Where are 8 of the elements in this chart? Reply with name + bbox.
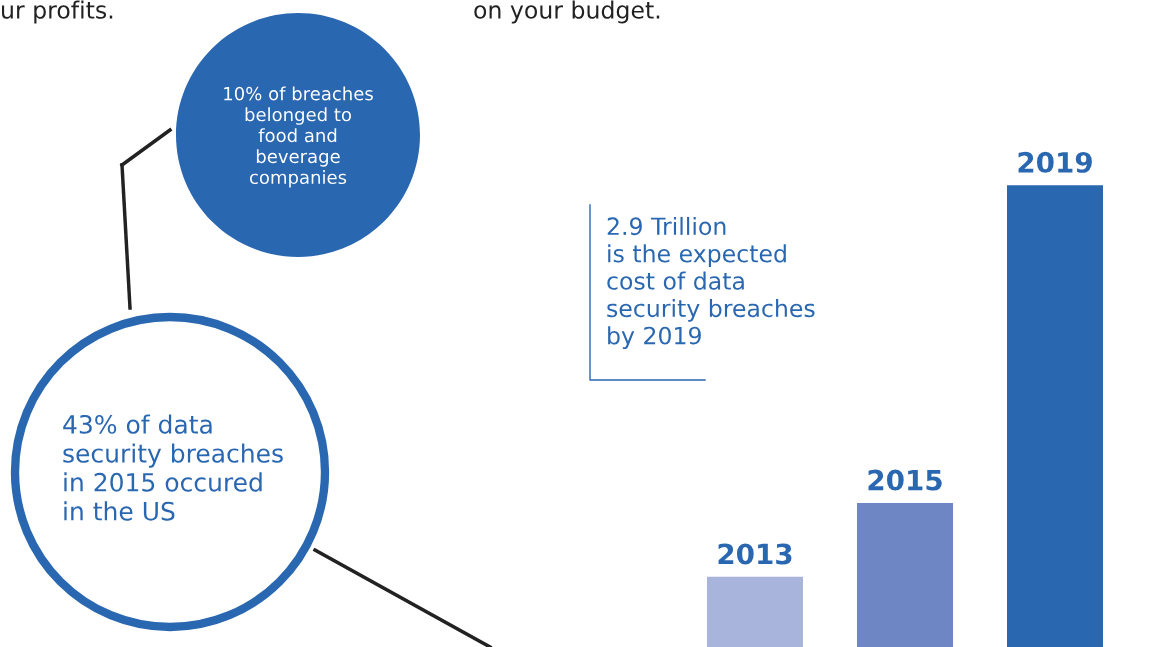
x-tick-label: 2013 — [718, 543, 792, 565]
x-tick-label: 2019 — [1018, 151, 1092, 173]
text: 10% of breaches belonged to food and beverage companies — [224, 86, 373, 188]
text: on your budget. — [474, 0, 660, 24]
x-tick-label: 2015 — [868, 469, 942, 491]
text: ur profits. — [2, 0, 113, 24]
text: 43% of data security breaches in 2015 occured in the US — [63, 414, 283, 521]
annotation: 2.9 Trillion is the expected cost of data security breaches by 2019 — [607, 216, 815, 350]
